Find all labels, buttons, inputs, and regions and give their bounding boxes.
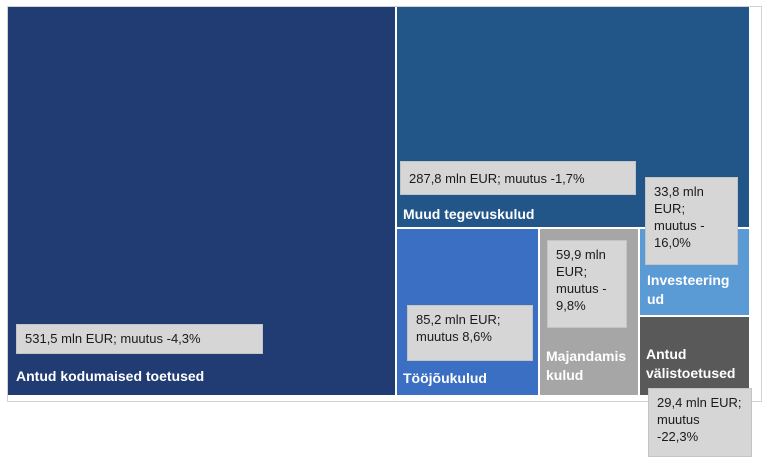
value-label: 59,9 mln EUR; muutus - 9,8% [547, 240, 627, 328]
tile-antud-kodumaised-toetused: 531,5 mln EUR; muutus -4,3% Antud koduma… [8, 7, 397, 395]
value-label: 287,8 mln EUR; muutus -1,7% [400, 161, 636, 195]
value-label: 85,2 mln EUR; muutus 8,6% [407, 305, 533, 361]
value-label: 531,5 mln EUR; muutus -4,3% [16, 324, 263, 354]
treemap-frame: 531,5 mln EUR; muutus -4,3% Antud koduma… [7, 6, 762, 402]
category-label: Tööjõukulud [403, 370, 487, 386]
category-label: Antud välistoetused [646, 346, 736, 381]
value-label-investeeringud: 33,8 mln EUR; muutus - 16,0% [645, 177, 738, 265]
category-label: Antud kodumaised toetused [16, 368, 205, 384]
tile-majandamiskulud: 59,9 mln EUR; muutus - 9,8% Majandamis k… [540, 229, 640, 395]
category-label: Muud tegevuskulud [403, 206, 535, 222]
tile-toojoukulud: 85,2 mln EUR; muutus 8,6% Tööjõukulud [397, 229, 540, 395]
category-label: Investeering ud [647, 272, 730, 307]
tile-antud-valistoetused: Antud välistoetused [640, 317, 749, 395]
value-label-antud-valistoetused: 29,4 mln EUR; muutus -22,3% [648, 388, 752, 457]
category-label: Majandamis kulud [546, 348, 627, 383]
